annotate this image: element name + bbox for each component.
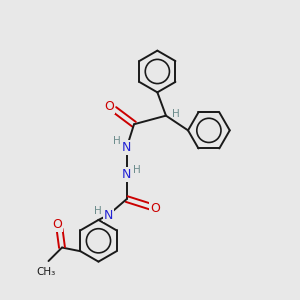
Text: CH₃: CH₃: [36, 267, 56, 277]
Text: N: N: [122, 168, 131, 181]
Text: H: H: [172, 110, 180, 119]
Text: N: N: [122, 141, 131, 154]
Text: O: O: [52, 218, 62, 231]
Text: O: O: [104, 100, 114, 113]
Text: N: N: [103, 208, 113, 221]
Text: H: H: [113, 136, 121, 146]
Text: H: H: [94, 206, 102, 216]
Text: O: O: [150, 202, 160, 215]
Text: H: H: [133, 165, 141, 175]
